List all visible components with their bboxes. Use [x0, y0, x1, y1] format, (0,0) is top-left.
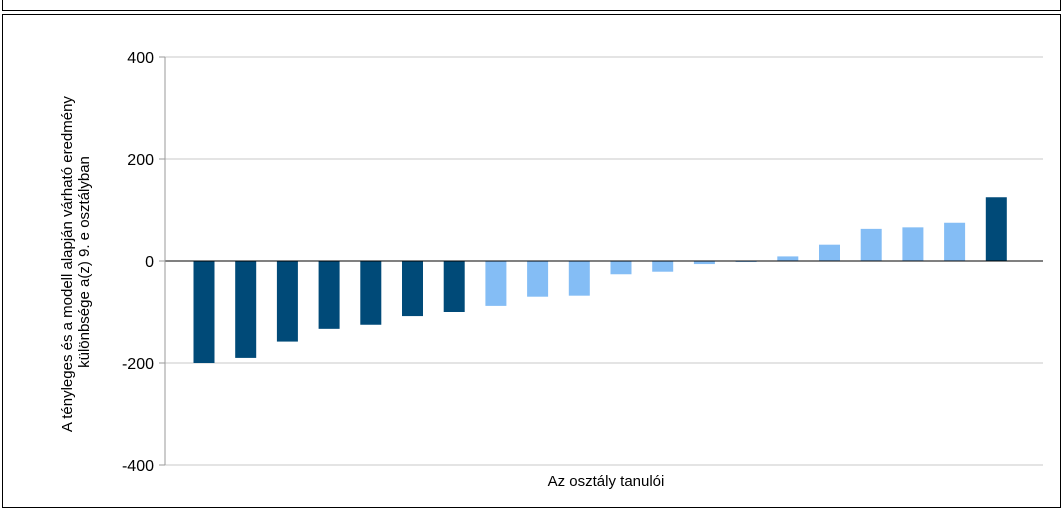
bar-student-16	[819, 244, 840, 261]
y-tick-label: -400	[122, 458, 154, 475]
bar-student-10	[568, 261, 590, 296]
bar-student-4	[318, 261, 340, 329]
bar-student-18	[902, 227, 924, 261]
y-axis-title-line-1: A tényleges és a modell alapján várható …	[59, 96, 76, 433]
bar-student-17	[860, 228, 882, 261]
bar-student-2	[235, 261, 257, 358]
bar-student-13	[693, 261, 715, 265]
y-tick-label: 200	[127, 152, 154, 169]
y-axis-title-line-2: különbsége a(z) 9. e osztályban	[76, 156, 93, 368]
y-tick-label: 0	[145, 254, 154, 271]
bar-student-9	[527, 261, 549, 297]
bar-student-7	[443, 261, 465, 312]
bar-student-19	[944, 222, 966, 261]
bar-student-11	[610, 261, 632, 275]
bar-student-12	[652, 261, 674, 272]
x-axis-title: Az osztály tanulói	[548, 473, 665, 490]
top-panel-strip	[2, 0, 1061, 11]
y-tick-label: 400	[127, 50, 154, 67]
y-axis-title: A tényleges és a modell alapján várható …	[59, 92, 93, 432]
bars	[193, 197, 1007, 363]
y-axis-ticks: 400 200 0 -200 -400	[122, 50, 165, 475]
bar-student-20	[985, 197, 1007, 261]
bar-student-1	[193, 261, 215, 363]
bar-student-14	[735, 261, 757, 263]
y-tick-label: -200	[122, 356, 154, 373]
bar-student-8	[485, 261, 507, 306]
bar-student-3	[276, 261, 298, 342]
bar-student-5	[360, 261, 382, 325]
bar-student-15	[777, 256, 799, 261]
bar-student-6	[402, 261, 423, 317]
